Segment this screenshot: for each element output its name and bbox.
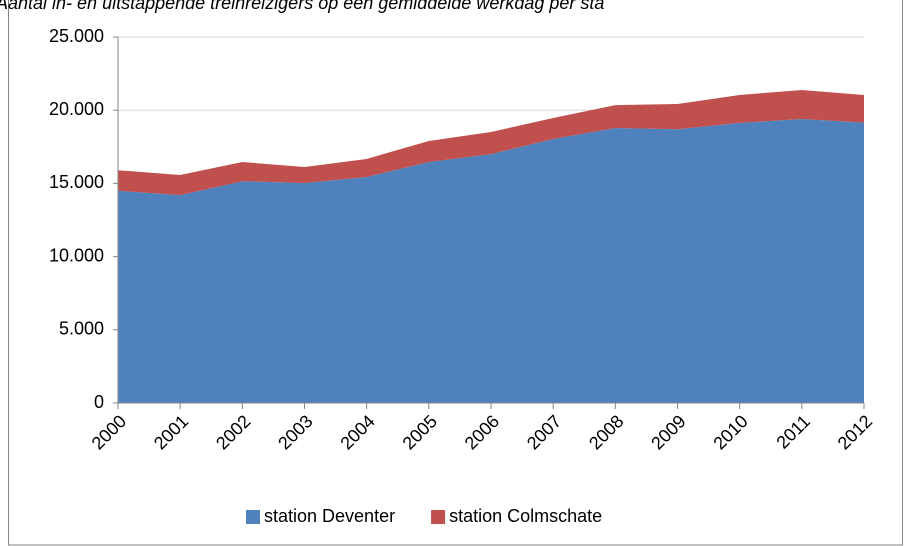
y-tick-label: 20.000 xyxy=(49,99,104,119)
y-tick-label: 5.000 xyxy=(59,319,104,339)
chart-title: Aantal in- en uitstappende treinreiziger… xyxy=(0,0,604,13)
y-tick-label: 25.000 xyxy=(49,26,104,46)
area xyxy=(118,118,864,403)
legend-label: station Deventer xyxy=(264,506,395,526)
y-tick-label: 10.000 xyxy=(49,245,104,265)
y-tick-label: 0 xyxy=(94,392,104,412)
y-tick-label: 15.000 xyxy=(49,172,104,192)
area xyxy=(118,89,864,196)
legend-swatch xyxy=(246,510,260,524)
legend-label: station Colmschate xyxy=(449,506,602,526)
legend-swatch xyxy=(431,510,446,524)
